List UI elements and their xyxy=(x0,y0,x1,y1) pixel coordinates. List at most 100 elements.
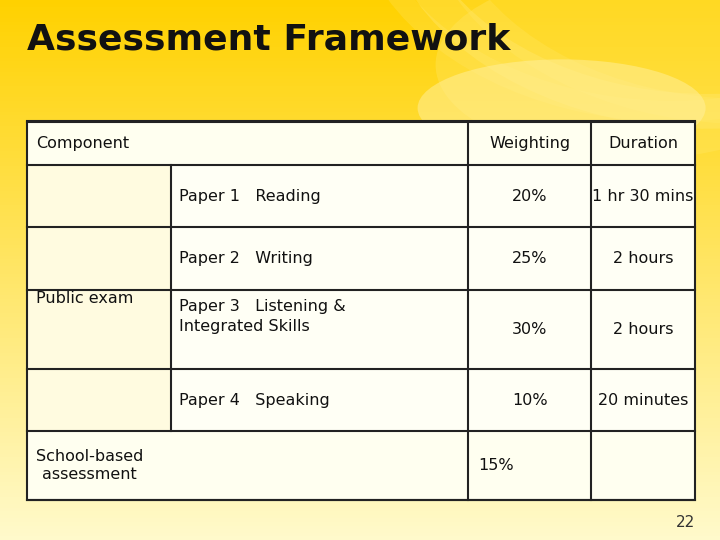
Bar xyxy=(0,317,720,320)
Bar xyxy=(0,285,720,288)
Bar xyxy=(0,288,720,292)
Bar xyxy=(0,252,720,255)
Bar xyxy=(0,155,720,158)
Bar xyxy=(0,90,720,93)
Bar xyxy=(0,522,720,525)
Text: 15%: 15% xyxy=(479,458,514,473)
Text: Public exam: Public exam xyxy=(36,291,133,306)
Bar xyxy=(0,454,720,457)
Bar xyxy=(0,324,720,328)
Text: 2 hours: 2 hours xyxy=(613,251,673,266)
Bar xyxy=(0,15,720,18)
Bar xyxy=(0,525,720,529)
Bar xyxy=(0,223,720,227)
Bar xyxy=(0,266,720,270)
Bar xyxy=(0,389,720,393)
Bar xyxy=(0,281,720,285)
Bar xyxy=(0,468,720,471)
Bar xyxy=(0,216,720,220)
Ellipse shape xyxy=(418,59,706,157)
Bar xyxy=(0,29,720,32)
Bar xyxy=(27,431,695,500)
Bar xyxy=(0,97,720,101)
Bar xyxy=(0,331,720,335)
Bar xyxy=(0,205,720,209)
Bar xyxy=(171,227,695,289)
Bar xyxy=(0,43,720,47)
Bar xyxy=(0,25,720,29)
Bar xyxy=(0,187,720,191)
Bar xyxy=(0,353,720,356)
Bar xyxy=(0,378,720,382)
Text: 20 minutes: 20 minutes xyxy=(598,393,688,408)
Bar xyxy=(0,144,720,147)
Bar xyxy=(0,137,720,140)
Bar xyxy=(0,194,720,198)
Bar xyxy=(0,504,720,508)
Bar xyxy=(0,306,720,309)
Bar xyxy=(0,464,720,468)
Bar xyxy=(0,93,720,97)
Bar xyxy=(0,36,720,39)
Bar xyxy=(0,371,720,374)
Text: Duration: Duration xyxy=(608,136,678,151)
Bar xyxy=(0,349,720,353)
Bar xyxy=(27,369,171,431)
Text: Paper 2   Writing: Paper 2 Writing xyxy=(179,251,313,266)
Bar xyxy=(0,259,720,263)
Bar xyxy=(0,363,720,367)
Bar xyxy=(0,119,720,123)
Bar xyxy=(0,212,720,216)
Text: 30%: 30% xyxy=(512,322,547,337)
Bar xyxy=(0,529,720,533)
Text: 25%: 25% xyxy=(512,251,547,266)
Bar xyxy=(0,367,720,371)
Bar xyxy=(0,360,720,363)
Bar xyxy=(0,313,720,317)
Bar xyxy=(0,101,720,104)
Bar xyxy=(0,169,720,173)
Bar xyxy=(171,165,695,227)
Bar xyxy=(0,501,720,504)
Bar xyxy=(0,461,720,464)
Bar xyxy=(27,165,171,227)
Bar xyxy=(0,436,720,439)
Bar xyxy=(0,32,720,36)
Bar xyxy=(0,191,720,194)
Bar xyxy=(0,292,720,295)
Bar xyxy=(0,39,720,43)
Text: School-based
assessment: School-based assessment xyxy=(36,449,143,482)
Text: 10%: 10% xyxy=(512,393,547,408)
Bar xyxy=(0,112,720,115)
Bar xyxy=(0,241,720,245)
Bar xyxy=(0,238,720,241)
Ellipse shape xyxy=(436,0,720,159)
Bar xyxy=(0,414,720,417)
Bar xyxy=(0,79,720,83)
Bar xyxy=(0,58,720,61)
Bar xyxy=(0,493,720,497)
Bar xyxy=(0,400,720,403)
Bar xyxy=(0,515,720,518)
Bar xyxy=(0,486,720,490)
Bar xyxy=(0,54,720,58)
Bar xyxy=(0,490,720,493)
Bar xyxy=(0,385,720,389)
Bar xyxy=(0,497,720,501)
Bar xyxy=(0,177,720,180)
Bar xyxy=(0,320,720,324)
Text: Weighting: Weighting xyxy=(489,136,570,151)
Bar xyxy=(0,421,720,425)
Bar xyxy=(0,439,720,443)
Bar xyxy=(0,65,720,69)
Bar xyxy=(0,335,720,339)
Bar xyxy=(0,86,720,90)
Bar xyxy=(0,309,720,313)
Bar xyxy=(0,61,720,65)
Bar xyxy=(0,130,720,133)
Bar xyxy=(0,47,720,50)
Bar xyxy=(0,263,720,266)
Bar xyxy=(0,126,720,130)
Bar xyxy=(0,69,720,72)
Bar xyxy=(0,198,720,201)
